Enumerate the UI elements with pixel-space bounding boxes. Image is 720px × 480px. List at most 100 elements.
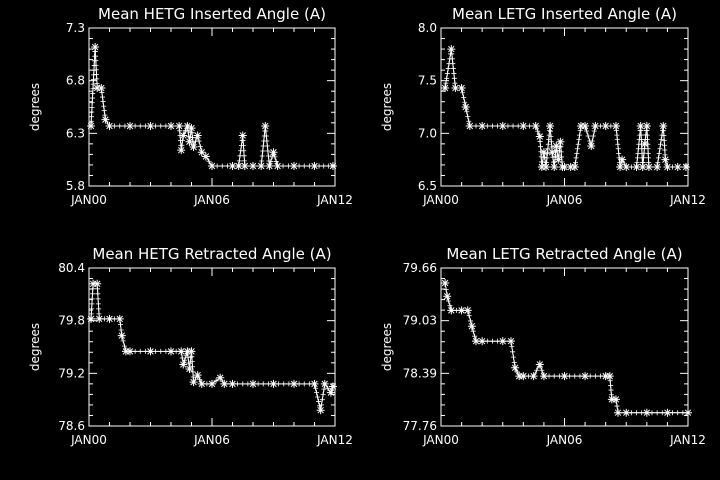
series-fill-marker xyxy=(260,381,266,387)
series-fill-marker xyxy=(90,76,96,82)
y-tick-label: 6.3 xyxy=(66,126,85,140)
chart-panel-1: Mean HETG Inserted Angle (A) degrees 5.8 6.… xyxy=(28,5,353,207)
data-point xyxy=(622,408,631,417)
series-fill-marker xyxy=(645,150,651,156)
data-point xyxy=(642,121,651,130)
data-point xyxy=(273,161,282,170)
data-point xyxy=(185,137,194,146)
data-point xyxy=(177,146,186,155)
series-fill-markers xyxy=(443,287,686,416)
series-fill-marker xyxy=(444,70,450,76)
data-point xyxy=(91,42,100,51)
series-fill-marker xyxy=(451,75,457,81)
data-point xyxy=(638,163,647,172)
series-fill-marker xyxy=(645,155,651,161)
series-fill-marker xyxy=(99,94,105,100)
data-point xyxy=(471,337,480,346)
series-fill-marker xyxy=(179,142,185,148)
series-fill-marker xyxy=(573,155,579,161)
data-point xyxy=(189,378,198,387)
series-fill-marker xyxy=(559,154,565,160)
data-point xyxy=(443,292,452,301)
series-fill-marker xyxy=(447,303,453,309)
series-fill-marker xyxy=(462,99,468,105)
data-point xyxy=(265,161,274,170)
series-fill-marker xyxy=(614,403,620,409)
data-point xyxy=(519,121,528,130)
data-point xyxy=(463,306,472,315)
series-fill-marker xyxy=(120,338,126,344)
series-fill-marker xyxy=(575,146,581,152)
series-fill-marker xyxy=(489,123,495,129)
data-point xyxy=(478,337,487,346)
series-fill-marker xyxy=(96,306,102,312)
data-point xyxy=(234,161,243,170)
series-fill-marker xyxy=(259,158,265,164)
series-fill-marker xyxy=(93,62,99,68)
data-point xyxy=(587,141,596,150)
series-fill-marker xyxy=(574,150,580,156)
series-fill-marker xyxy=(219,163,225,169)
series-fill-marker xyxy=(572,159,578,165)
series-fill-marker xyxy=(265,148,271,154)
data-point xyxy=(269,148,278,157)
series-fill-marker xyxy=(444,75,450,81)
series-fill-marker xyxy=(655,159,661,165)
data-point xyxy=(611,121,620,130)
data-point xyxy=(498,121,507,130)
series-fill-marker xyxy=(546,137,552,143)
series-fill-marker xyxy=(658,137,664,143)
series-fill-marker xyxy=(556,152,562,158)
data-point xyxy=(193,371,202,380)
y-tick-label: 8.0 xyxy=(418,21,437,35)
x-tick-label: JAN12 xyxy=(316,193,353,207)
data-point xyxy=(611,395,620,404)
y-axis-label: degrees xyxy=(28,323,42,371)
series-fill-marker xyxy=(449,56,455,62)
y-tick-label: 77.76 xyxy=(403,419,437,433)
data-point xyxy=(640,139,649,148)
series-fill-marker xyxy=(585,133,591,139)
series-line xyxy=(90,46,333,167)
series-fill-marker xyxy=(179,355,185,361)
data-point xyxy=(447,306,456,315)
data-point xyxy=(576,121,585,130)
y-axis-label: degrees xyxy=(28,83,42,131)
data-point xyxy=(228,161,237,170)
data-point xyxy=(105,314,114,323)
series-fill-marker xyxy=(450,66,456,72)
plot-frame xyxy=(88,267,336,427)
series-fill-marker xyxy=(550,154,556,160)
series-fill-marker xyxy=(89,100,95,106)
series-fill-marker xyxy=(616,150,622,156)
series-fill-marker xyxy=(577,128,583,134)
data-point xyxy=(632,163,641,172)
series-fill-marker xyxy=(553,148,559,154)
y-tick-label: 79.2 xyxy=(58,366,85,380)
series-fill-marker xyxy=(545,141,551,147)
data-point xyxy=(457,306,466,315)
data-point xyxy=(560,163,569,172)
series-fill-marker xyxy=(537,144,543,150)
series-line xyxy=(444,49,686,168)
series-fill-marker xyxy=(468,318,474,324)
data-point xyxy=(581,372,590,381)
series-fill-marker xyxy=(489,338,495,344)
series-fill-marker xyxy=(264,138,270,144)
data-point xyxy=(101,115,110,124)
series-fill-marker xyxy=(102,112,108,118)
series-fill-marker xyxy=(590,133,596,139)
data-point xyxy=(126,121,134,130)
data-point xyxy=(87,121,96,130)
data-point xyxy=(467,322,476,331)
data-point xyxy=(93,84,102,93)
data-point xyxy=(238,131,247,140)
data-point xyxy=(197,379,206,388)
series-fill-marker xyxy=(535,128,541,134)
data-point xyxy=(566,163,575,172)
series-fill-marker xyxy=(182,357,188,363)
data-point xyxy=(249,379,257,388)
data-point xyxy=(328,382,337,391)
data-point xyxy=(146,121,155,130)
